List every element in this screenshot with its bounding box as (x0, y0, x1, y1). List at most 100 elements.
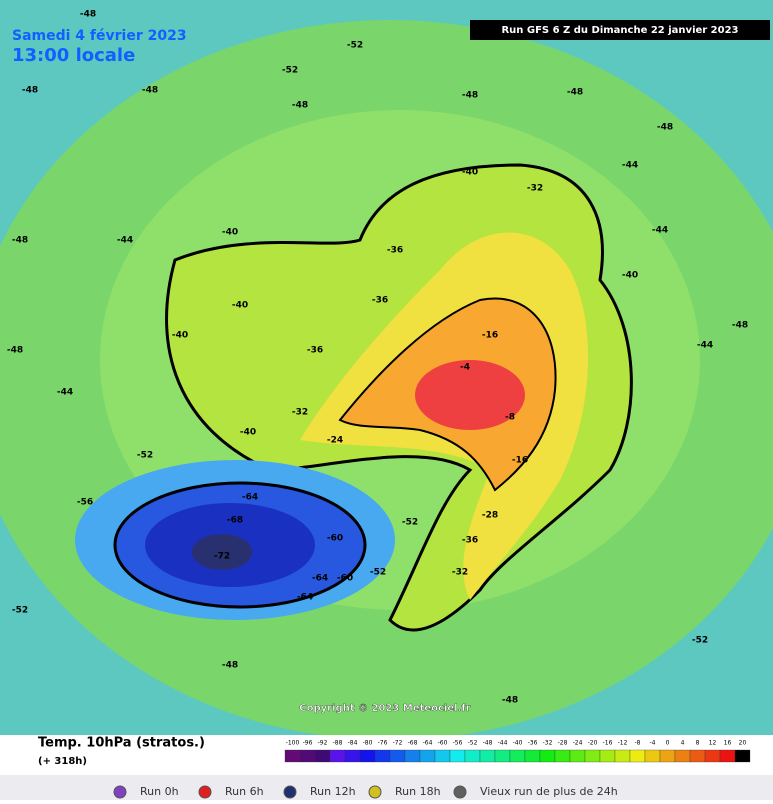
colorbar-label: -20 (588, 740, 598, 747)
contour-label: -48 (22, 86, 38, 96)
colorbar-label: -16 (603, 740, 613, 747)
colorbar-label: -8 (635, 740, 641, 747)
colorbar-swatch (434, 749, 451, 763)
colorbar-swatch (599, 749, 616, 763)
contour-label: -52 (370, 568, 386, 578)
contour-label: -32 (527, 184, 543, 194)
contour-label: -32 (292, 408, 308, 418)
contour-label: -64 (242, 493, 258, 503)
colorbar-label: -12 (618, 740, 628, 747)
contour-label: -52 (692, 636, 708, 646)
run-radio[interactable] (198, 785, 212, 799)
contour-label: -44 (652, 226, 668, 236)
contour-label: -36 (387, 246, 403, 256)
colorbar-swatch (659, 749, 676, 763)
colorbar-label: -64 (423, 740, 433, 747)
colorbar-label: -60 (438, 740, 448, 747)
colorbar-label: 8 (696, 740, 700, 747)
contour-label: -52 (402, 518, 418, 528)
contour-label: -36 (462, 536, 478, 546)
contour-label: -16 (512, 456, 528, 466)
colorbar-swatch (734, 749, 751, 763)
colorbar-swatch (419, 749, 436, 763)
time: 13:00 locale (12, 45, 135, 66)
colorbar-swatch (689, 749, 706, 763)
map: Run GFS 6 Z du Dimanche 22 janvier 2023 … (0, 0, 773, 740)
run-radio[interactable] (283, 785, 297, 799)
colorbar-label: 4 (681, 740, 685, 747)
colorbar-swatch (569, 749, 586, 763)
colorbar-label: 12 (709, 740, 717, 747)
contour-label: -40 (622, 271, 638, 281)
contour-label: -48 (142, 86, 158, 96)
colorbar-label: -68 (408, 740, 418, 747)
colorbar-label: 0 (666, 740, 670, 747)
colorbar-label: -40 (513, 740, 523, 747)
run-label[interactable]: Run 0h (140, 785, 179, 798)
colorbar-swatch (389, 749, 406, 763)
contour-label: -52 (347, 41, 363, 51)
run-radio[interactable] (368, 785, 382, 799)
colorbar-swatch (539, 749, 556, 763)
contour-label: -44 (697, 341, 713, 351)
contour-label: -48 (567, 88, 583, 98)
colorbar-swatch (284, 749, 301, 763)
colorbar-swatch (704, 749, 721, 763)
contour-label: -32 (452, 568, 468, 578)
colorbar-label: -28 (558, 740, 568, 747)
copyright: Copyright © 2023 Meteociel.fr (299, 703, 470, 714)
colorbar-label: -32 (543, 740, 553, 747)
colorbar-label: -96 (303, 740, 313, 747)
colorbar-swatch (314, 749, 331, 763)
colorbar-label: -84 (348, 740, 358, 747)
contour-label: -68 (227, 516, 243, 526)
colorbar-label: -48 (483, 740, 493, 747)
run-label[interactable]: Vieux run de plus de 24h (480, 785, 618, 798)
run-radio[interactable] (113, 785, 127, 799)
contour-label: -44 (117, 236, 133, 246)
run-radio[interactable] (453, 785, 467, 799)
colorbar-swatch (404, 749, 421, 763)
contour-label: -48 (657, 123, 673, 133)
contour-label: -4 (460, 363, 470, 373)
colorbar-label: -44 (498, 740, 508, 747)
contour-label: -44 (57, 388, 73, 398)
contour-label: -24 (327, 436, 343, 446)
run-label[interactable]: Run 12h (310, 785, 356, 798)
colorbar-swatch (629, 749, 646, 763)
colorbar-label: -36 (528, 740, 538, 747)
colorbar-swatch (644, 749, 661, 763)
contour (415, 360, 525, 430)
date: Samedi 4 février 2023 (12, 28, 187, 44)
colorbar-label: -92 (318, 740, 328, 747)
colorbar-label: -100 (286, 740, 300, 747)
colorbar-label: -76 (378, 740, 388, 747)
contour-label: -48 (292, 101, 308, 111)
colorbar-swatch (329, 749, 346, 763)
contour-label: -44 (622, 161, 638, 171)
contour-label: -48 (222, 661, 238, 671)
contour-label: -36 (372, 296, 388, 306)
colorbar-swatch (524, 749, 541, 763)
contour-label: -52 (137, 451, 153, 461)
colorbar-label: -56 (453, 740, 463, 747)
colorbar-swatch (674, 749, 691, 763)
colorbar: -100 -96 -92 -88 -84 -80 -76 -72 -68 -64 -60 -56 -52… (284, 740, 751, 763)
contour-label: -40 (222, 228, 238, 238)
colorbar-swatch (584, 749, 601, 763)
contour-label: -56 (77, 498, 93, 508)
lead-time: (+ 318h) (38, 756, 87, 767)
colorbar-swatch (479, 749, 496, 763)
colorbar-swatch (449, 749, 466, 763)
contour-label: -40 (462, 168, 478, 178)
contour (192, 534, 252, 570)
run-label[interactable]: Run 18h (395, 785, 441, 798)
contour-label: -28 (482, 511, 498, 521)
colorbar-swatch (509, 749, 526, 763)
colorbar-label: 20 (739, 740, 747, 747)
run-label[interactable]: Run 6h (225, 785, 264, 798)
colorbar-swatch (719, 749, 736, 763)
colorbar-label: 16 (724, 740, 732, 747)
contour-labels: -48 -48 -48 -48 -48 -48 -48 -48 -48 -48 -52 -52 -44 -… (7, 10, 748, 706)
